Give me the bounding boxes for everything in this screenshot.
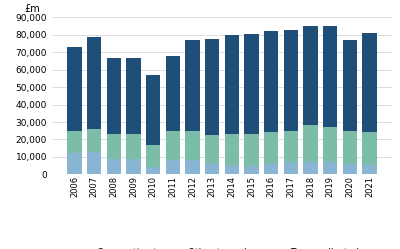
Bar [126, 134, 140, 159]
Bar [87, 129, 101, 152]
Bar [244, 166, 258, 174]
Bar [146, 167, 160, 174]
Bar [284, 162, 298, 174]
Bar [146, 75, 160, 145]
Bar [343, 40, 357, 131]
Bar [264, 164, 278, 174]
Bar [264, 132, 278, 164]
Bar [304, 162, 318, 174]
Bar [343, 131, 357, 164]
Bar [68, 153, 82, 174]
Bar [126, 58, 140, 134]
Bar [146, 145, 160, 167]
Bar [166, 160, 180, 174]
Bar [362, 165, 376, 174]
Text: £m: £m [25, 4, 40, 14]
Bar [323, 162, 337, 174]
Bar [264, 31, 278, 132]
Bar [107, 134, 121, 159]
Bar [68, 131, 82, 153]
Bar [362, 132, 376, 165]
Bar [205, 135, 219, 164]
Bar [244, 134, 258, 166]
Bar [304, 125, 318, 162]
Bar [323, 26, 337, 127]
Bar [186, 40, 200, 131]
Bar [126, 159, 140, 174]
Bar [284, 131, 298, 162]
Bar [244, 34, 258, 134]
Bar [304, 26, 318, 125]
Bar [205, 164, 219, 174]
Bar [166, 131, 180, 160]
Bar [87, 152, 101, 174]
Bar [205, 39, 219, 135]
Bar [186, 160, 200, 174]
Bar [225, 166, 239, 174]
Bar [284, 30, 298, 131]
Bar [323, 127, 337, 162]
Bar [343, 164, 357, 174]
Bar [166, 56, 180, 131]
Bar [107, 58, 121, 134]
Bar [225, 134, 239, 166]
Bar [68, 47, 82, 131]
Bar [225, 35, 239, 134]
Bar [87, 37, 101, 129]
Bar [107, 159, 121, 174]
Bar [186, 131, 200, 160]
Legend: Corporation tax, Other taxes borne, Taxes collected: Corporation tax, Other taxes borne, Taxe… [81, 245, 363, 249]
Bar [362, 33, 376, 132]
